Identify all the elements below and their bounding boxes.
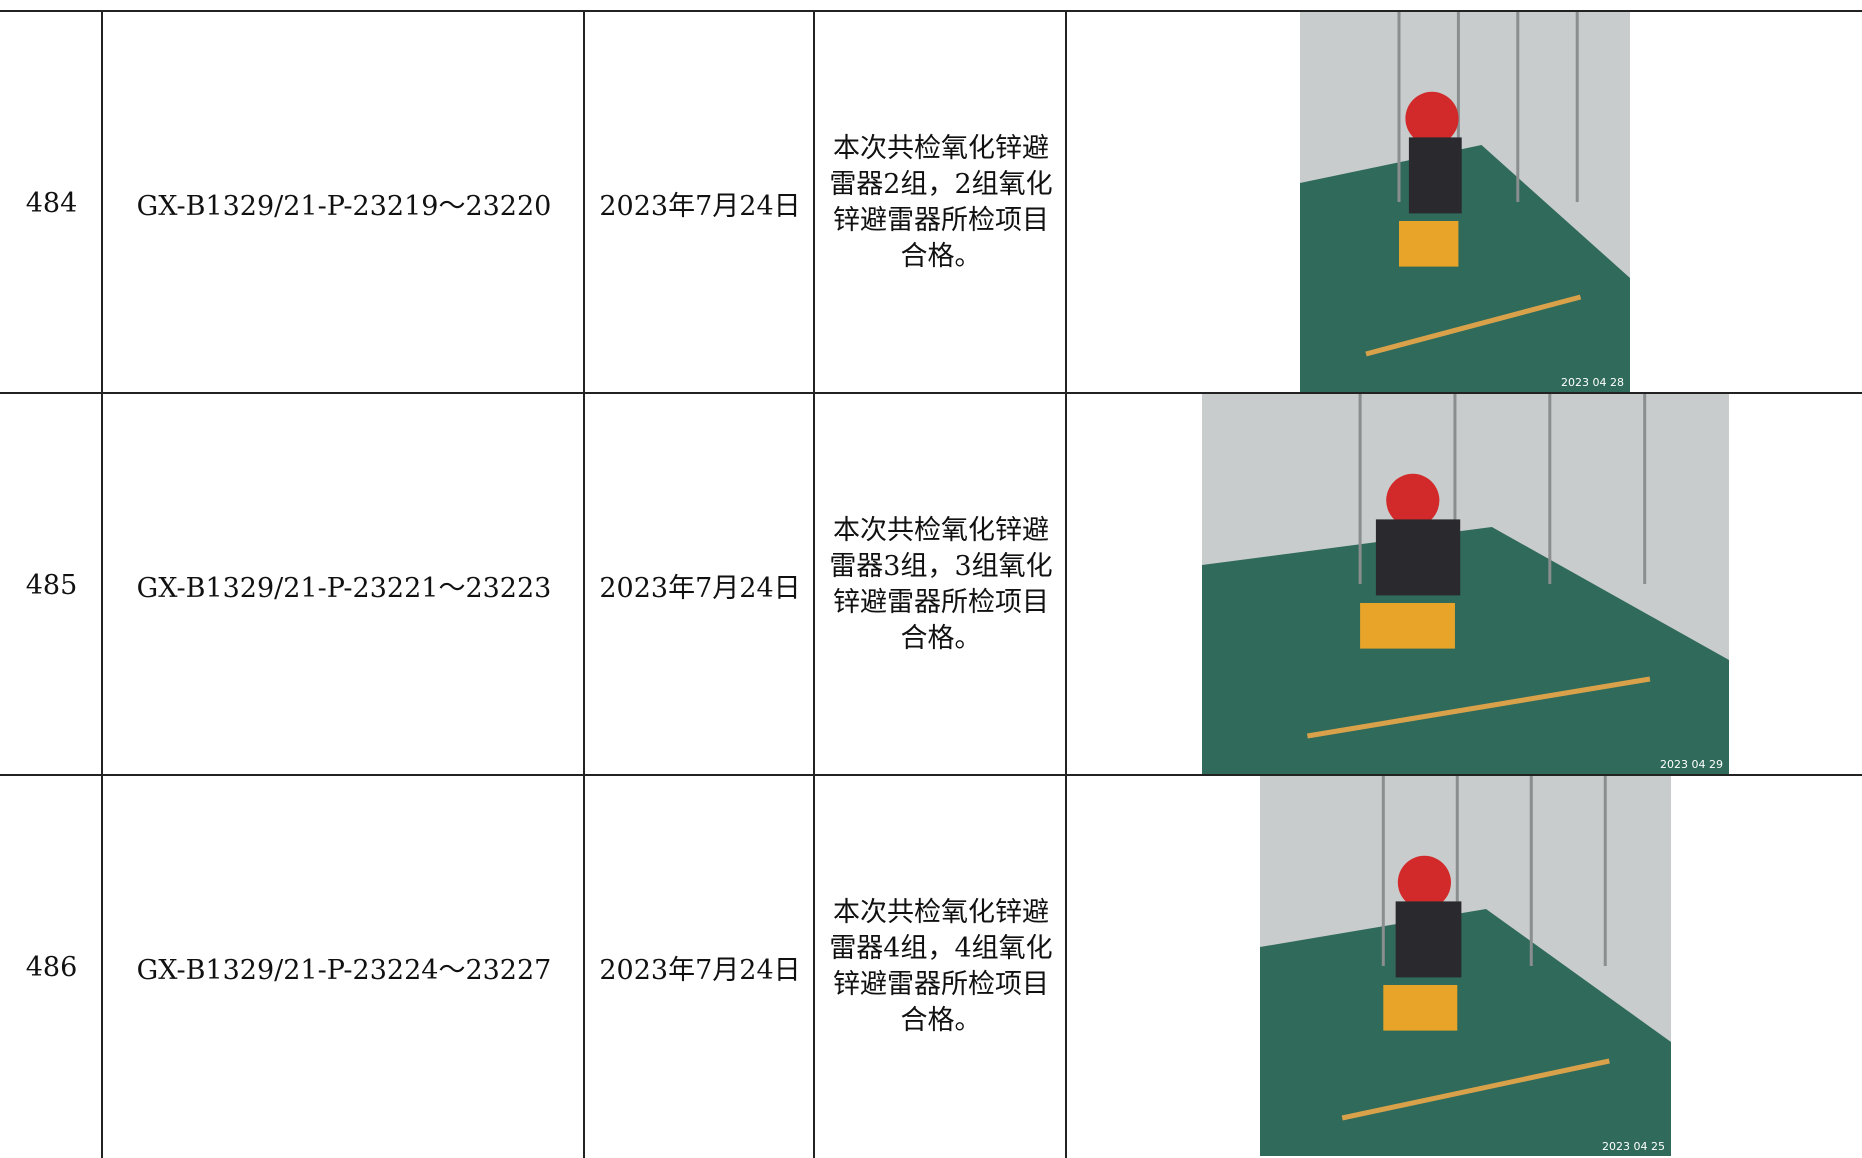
worker [1408, 137, 1462, 214]
cable [1306, 676, 1651, 739]
cell-result: 本次共检氧化锌避雷器4组，4组氧化锌避雷器所检项目合格。 [829, 897, 1053, 1036]
test-case [1383, 985, 1458, 1031]
table-cell: 2023年7月24日 [583, 392, 815, 776]
photo-stamp: 2023 04 29 [1660, 758, 1723, 771]
cell-date: 2023年7月24日 [599, 190, 801, 222]
worker [1395, 901, 1462, 978]
table-cell: GX-B1329/21-P-23219～23220 [101, 10, 585, 394]
photo-stamp: 2023 04 25 [1602, 1140, 1665, 1153]
cell-no: 485 [25, 569, 78, 601]
cable [1341, 1058, 1610, 1121]
inspection-photo: 2023 04 28 [1300, 12, 1630, 392]
floor [1202, 527, 1729, 774]
cell-code: GX-B1329/21-P-23221～23223 [136, 572, 552, 604]
table-cell: GX-B1329/21-P-23224～23227 [101, 774, 585, 1158]
table-cell: 485 [0, 392, 103, 776]
cell-date: 2023年7月24日 [599, 572, 801, 604]
table-cell: 本次共检氧化锌避雷器3组，3组氧化锌避雷器所检项目合格。 [813, 392, 1067, 776]
photo-stamp: 2023 04 28 [1561, 376, 1624, 389]
cell-no: 484 [25, 187, 78, 219]
table-cell: 484 [0, 10, 103, 394]
table-cell: 本次共检氧化锌避雷器4组，4组氧化锌避雷器所检项目合格。 [813, 774, 1067, 1158]
cell-code: GX-B1329/21-P-23219～23220 [136, 190, 552, 222]
photo-cell [1065, 392, 1862, 776]
cell-date: 2023年7月24日 [599, 954, 801, 986]
floor [1300, 145, 1630, 392]
test-case [1360, 603, 1455, 649]
table-cell: 2023年7月24日 [583, 10, 815, 394]
cable [1365, 294, 1582, 357]
cell-code: GX-B1329/21-P-23224～23227 [136, 954, 552, 986]
table-cell: 486 [0, 774, 103, 1158]
table-cell: 本次共检氧化锌避雷器2组，2组氧化锌避雷器所检项目合格。 [813, 10, 1067, 394]
table-cell: GX-B1329/21-P-23221～23223 [101, 392, 585, 776]
worker [1375, 519, 1461, 596]
inspection-photo: 2023 04 25 [1260, 776, 1671, 1156]
test-case [1399, 221, 1459, 267]
photo-cell [1065, 774, 1862, 1158]
table-cell: 2023年7月24日 [583, 774, 815, 1158]
floor [1260, 909, 1671, 1156]
cell-no: 486 [25, 951, 78, 983]
inspection-photo: 2023 04 29 [1202, 394, 1729, 774]
helmet [1386, 473, 1440, 527]
photo-cell [1065, 10, 1862, 394]
cell-result: 本次共检氧化锌避雷器3组，3组氧化锌避雷器所检项目合格。 [829, 515, 1053, 654]
helmet [1397, 855, 1451, 909]
helmet [1405, 91, 1459, 145]
cell-result: 本次共检氧化锌避雷器2组，2组氧化锌避雷器所检项目合格。 [829, 133, 1053, 272]
